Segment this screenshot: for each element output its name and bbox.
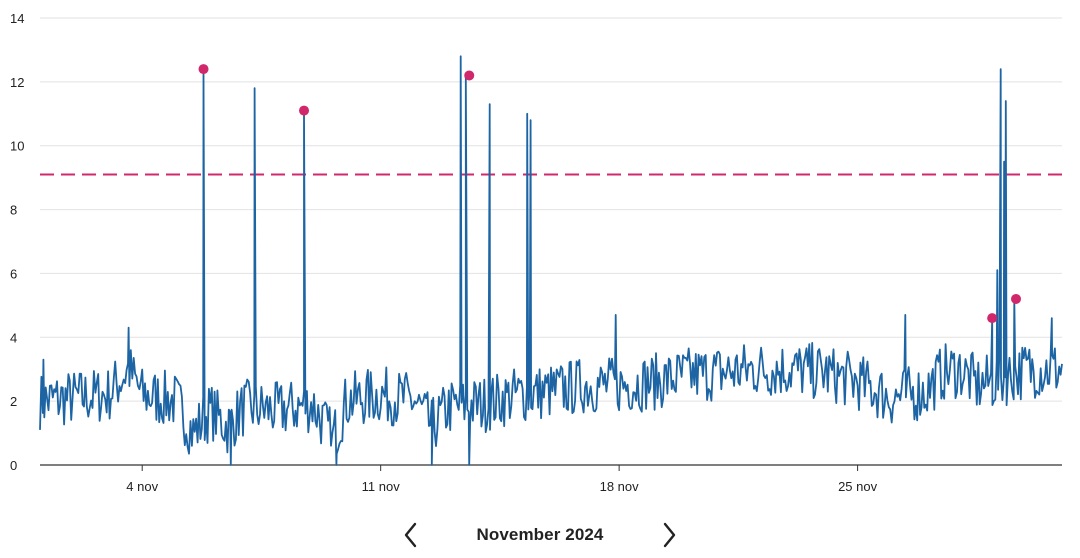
y-tick-label: 12 (10, 75, 24, 90)
x-axis-ticks: 4 nov 11 nov 18 nov 25 nov (126, 465, 878, 494)
month-title: November 2024 (476, 525, 604, 544)
chevron-right-icon (664, 522, 676, 548)
peak-marker[interactable] (1011, 293, 1022, 304)
y-tick-label: 6 (10, 266, 17, 281)
month-navigator: November 2024 (0, 512, 1080, 558)
y-tick-label: 10 (10, 139, 24, 154)
peak-marker[interactable] (464, 70, 475, 81)
peak-markers (198, 64, 1022, 324)
grid-lines (40, 17, 1062, 466)
x-tick-label: 18 nov (600, 479, 640, 494)
previous-month-button[interactable] (391, 515, 431, 555)
y-tick-label: 2 (10, 394, 17, 409)
x-tick-label: 4 nov (126, 479, 158, 494)
line-chart: 0 2 4 6 8 10 12 14 4 nov 11 nov 18 nov 25 nov (10, 11, 1063, 494)
x-tick-label: 25 nov (838, 479, 878, 494)
y-tick-label: 14 (10, 11, 24, 26)
y-tick-label: 0 (10, 458, 17, 473)
next-month-button[interactable] (649, 515, 689, 555)
series-line (39, 55, 1063, 466)
chevron-left-icon (404, 522, 416, 548)
y-axis-ticks: 0 2 4 6 8 10 12 14 (10, 11, 24, 473)
peak-marker[interactable] (987, 313, 998, 324)
y-tick-label: 8 (10, 203, 17, 218)
peak-marker[interactable] (299, 105, 310, 116)
x-tick-label: 11 nov (362, 479, 401, 494)
y-tick-label: 4 (10, 330, 17, 345)
peak-marker[interactable] (198, 64, 209, 75)
